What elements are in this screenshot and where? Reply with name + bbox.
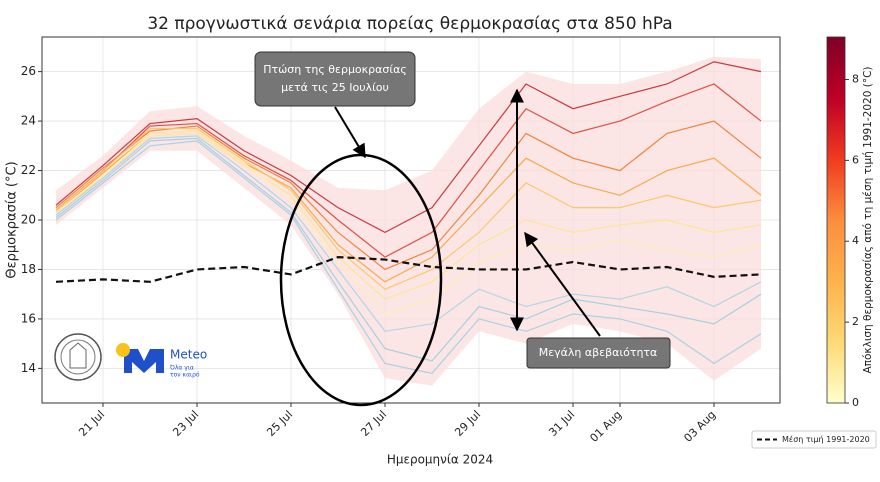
climatology-line: [55, 255, 762, 283]
arrow: [334, 106, 366, 159]
colorbar-tick-label: 0: [852, 396, 859, 409]
callout-text: Μεγάλη αβεβαιότητα: [539, 346, 658, 359]
x-tick-label: 25 Jul: [264, 408, 295, 439]
ensemble-line: [55, 137, 762, 362]
x-tick-label: 01 Aug: [587, 408, 624, 445]
ensemble-line: [55, 132, 762, 300]
colorbar-tick-label: 8: [852, 72, 859, 85]
ensemble-line: [55, 61, 762, 234]
x-tick-label: 23 Jul: [170, 408, 201, 439]
x-tick-label: 21 Jul: [76, 408, 107, 439]
legend-box: [751, 430, 877, 449]
callout-box: [526, 337, 671, 369]
y-tick-label: 24: [21, 114, 36, 128]
y-tick-label: 18: [21, 262, 36, 276]
ensemble-line: [55, 127, 762, 290]
logo-mark: [124, 349, 164, 373]
colorbar-tick-label: 2: [852, 315, 859, 328]
plot-frame: [41, 36, 781, 404]
y-tick-label: 22: [21, 163, 36, 177]
y-tick-label: 26: [21, 64, 36, 78]
ensemble-line: [55, 135, 762, 332]
y-tick-label: 14: [21, 361, 36, 375]
x-tick-label: 31 Jul: [546, 408, 577, 439]
logo-name: Meteo: [170, 348, 207, 362]
ensemble-line: [55, 83, 762, 258]
arrow: [524, 231, 601, 337]
colorbar-label: Απόκλιση θερμοκρασίας από τη μέση τιμή 1…: [862, 66, 874, 373]
callout-text: μετά τις 25 Ιουλίου: [281, 81, 389, 94]
y-axis-label: Θερμοκρασία (°C): [5, 161, 20, 278]
uncertainty-band: [56, 56, 761, 386]
colorbar-tick-label: 4: [852, 234, 859, 247]
ensemble-line: [55, 130, 762, 315]
x-tick-label: 27 Jul: [358, 408, 389, 439]
x-axis-label: Ημερομηνία 2024: [387, 453, 493, 467]
seal: [54, 333, 102, 381]
seal: [60, 339, 96, 375]
annotations: Πτώση της θερμοκρασίας μετά τις 25 Ιουλί…: [254, 51, 671, 407]
legend: Μέση τιμή 1991-2020: [751, 430, 877, 449]
callout-box: [254, 51, 416, 107]
colorbar-tick-label: 6: [852, 153, 859, 166]
y-tick-label: 20: [21, 213, 36, 227]
logo-sun: [116, 343, 130, 357]
seal: [69, 342, 87, 369]
chart-title: 32 προγνωστικά σενάρια πορείας θερμοκρασ…: [147, 14, 672, 34]
y-tick-label: 16: [21, 311, 36, 325]
colorbar: 0 2 4 6 8 Απόκλιση θερμοκρασίας από τη μέση τ…: [826, 36, 874, 409]
logos: Meteo Όλα για τον καιρό: [54, 333, 207, 381]
ensemble-line: [55, 140, 762, 374]
logo-tagline: τον καιρό: [170, 372, 200, 379]
logo-tagline: Όλα για: [169, 365, 194, 372]
x-tick-label: 29 Jul: [452, 408, 483, 439]
legend-label: Μέση τιμή 1991-2020: [782, 434, 870, 444]
x-tick-label: 03 Aug: [681, 408, 718, 445]
colorbar-scale: [826, 36, 846, 404]
callout-text: Πτώση της θερμοκρασίας: [263, 63, 407, 76]
